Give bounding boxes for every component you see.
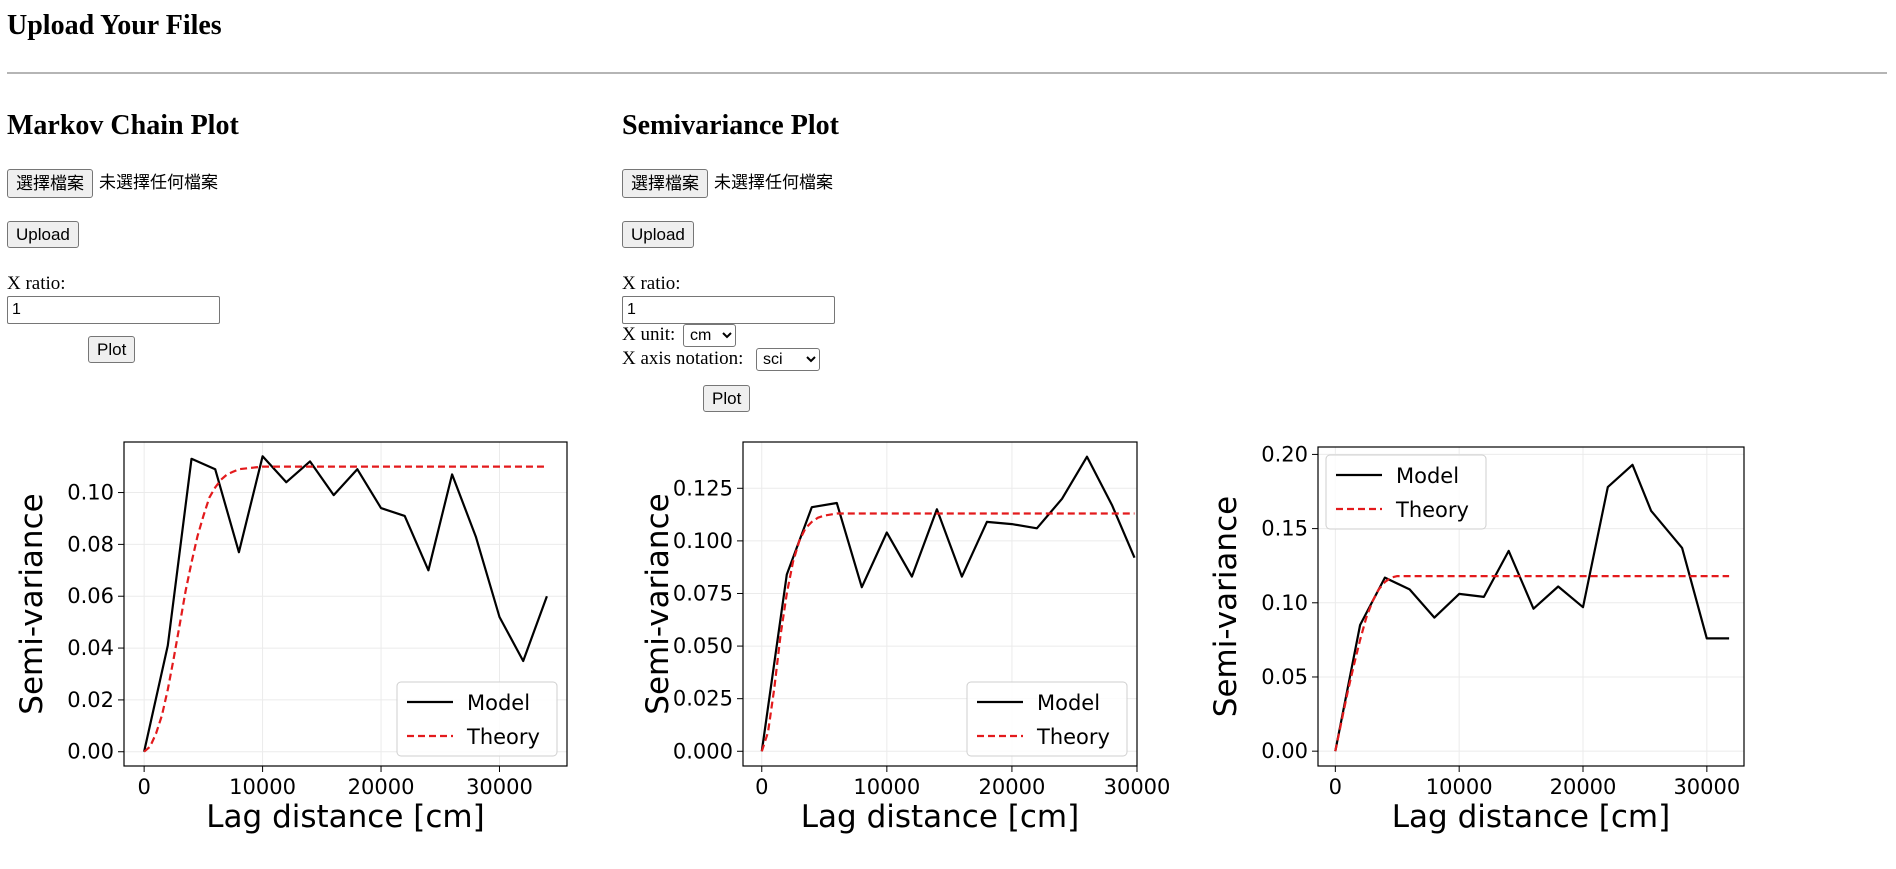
x-axis-label: Lag distance [cm] <box>206 799 484 835</box>
y-axis-label: Semi-variance <box>1208 496 1244 717</box>
y-tick-label: 0.125 <box>673 476 733 500</box>
y-tick-label: 0.05 <box>1261 665 1308 689</box>
x-axis-label: Lag distance [cm] <box>801 799 1079 835</box>
y-tick-label: 0.10 <box>1261 591 1308 615</box>
series-line-model <box>143 455 548 752</box>
markov-file-status: 未選擇任何檔案 <box>99 173 218 193</box>
y-tick-label: 0.000 <box>673 739 733 763</box>
legend-label-theory: Theory <box>466 725 540 749</box>
x-tick-label: 30000 <box>466 775 533 799</box>
page-title: Upload Your Files <box>7 10 222 41</box>
plot-frame <box>1317 446 1745 767</box>
semivariance-x-unit-select[interactable]: cm <box>683 324 736 347</box>
y-tick-label: 0.20 <box>1261 442 1308 466</box>
x-axis-label: Lag distance [cm] <box>1392 799 1670 835</box>
legend: Model Theory <box>396 681 558 757</box>
series-line-model <box>760 455 1136 752</box>
legend-label-model: Model <box>1396 464 1459 488</box>
y-tick-label: 0.100 <box>673 529 733 553</box>
x-tick-label: 30000 <box>1104 775 1171 799</box>
legend-box <box>966 681 1128 757</box>
markov-x-ratio-input[interactable] <box>7 296 220 324</box>
x-tick-label: 20000 <box>1550 775 1617 799</box>
x-tick-label: 20000 <box>348 775 415 799</box>
series-line-theory <box>760 512 1135 752</box>
plot-frame <box>123 441 568 767</box>
semivariance-chart-2: 0 10000 20000 30000 0.00 0.05 0.10 0.15 0.20 Lag … <box>1208 442 1745 835</box>
y-tick-label: 0.15 <box>1261 517 1308 541</box>
series-line-model <box>1334 463 1730 752</box>
y-tick-label: 0.06 <box>67 584 114 608</box>
y-tick-label: 0.075 <box>673 581 733 605</box>
x-tick-label: 0 <box>755 775 768 799</box>
legend-box <box>396 681 558 757</box>
markov-plot-button[interactable]: Plot <box>88 336 136 363</box>
y-tick-label: 0.08 <box>67 532 114 556</box>
x-tick-label: 10000 <box>229 775 296 799</box>
markov-heading: Markov Chain Plot <box>7 110 239 141</box>
divider <box>7 72 1887 74</box>
legend-box <box>1325 454 1487 530</box>
legend: Model Theory <box>966 681 1128 757</box>
semivariance-x-axis-notation-label: X axis notation: <box>622 348 744 369</box>
semivariance-heading-wrap: Semivariance Plot <box>622 108 839 144</box>
y-tick-label: 0.025 <box>673 687 733 711</box>
legend-label-model: Model <box>467 691 530 715</box>
y-tick-label: 0.10 <box>67 481 114 505</box>
y-tick-label: 0.050 <box>673 634 733 658</box>
y-tick-label: 0.02 <box>67 688 114 712</box>
semivariance-heading: Semivariance Plot <box>622 110 839 141</box>
x-tick-label: 10000 <box>1426 775 1493 799</box>
y-axis-label: Semi-variance <box>14 493 50 714</box>
series-line-theory <box>143 465 547 753</box>
semivariance-x-axis-notation-select[interactable]: sci <box>756 348 820 371</box>
markov-choose-file-button[interactable]: 選擇檔案 <box>7 169 93 198</box>
markov-x-ratio-label: X ratio: <box>7 273 66 294</box>
markov-upload-button[interactable]: Upload <box>7 221 79 248</box>
semivariance-x-ratio-input[interactable] <box>622 296 835 324</box>
legend-label-theory: Theory <box>1395 498 1469 522</box>
x-tick-label: 0 <box>137 775 150 799</box>
semivariance-choose-file-button[interactable]: 選擇檔案 <box>622 169 708 198</box>
markov-chart: 0 10000 20000 30000 0.00 0.02 0.04 0.06 0.08 0.10… <box>14 441 568 835</box>
semivariance-file-status: 未選擇任何檔案 <box>714 173 833 193</box>
legend-label-theory: Theory <box>1036 725 1110 749</box>
y-tick-label: 0.00 <box>1261 739 1308 763</box>
x-tick-label: 10000 <box>853 775 920 799</box>
y-axis-label: Semi-variance <box>640 493 676 714</box>
plot-frame <box>742 441 1138 767</box>
series-line-theory <box>1334 575 1730 752</box>
markov-heading-wrap: Markov Chain Plot <box>7 108 239 144</box>
x-tick-label: 20000 <box>979 775 1046 799</box>
semivariance-x-ratio-label: X ratio: <box>622 273 681 294</box>
semivariance-plot-button[interactable]: Plot <box>703 385 751 412</box>
semivariance-chart: 0 10000 20000 30000 0.000 0.025 0.050 0.075 0.10… <box>640 441 1171 835</box>
y-tick-label: 0.00 <box>67 740 114 764</box>
legend-label-model: Model <box>1037 691 1100 715</box>
y-tick-label: 0.04 <box>67 636 114 660</box>
semivariance-x-unit-label: X unit: <box>622 324 676 345</box>
semivariance-upload-button[interactable]: Upload <box>622 221 694 248</box>
x-tick-label: 30000 <box>1673 775 1740 799</box>
legend: Model Theory <box>1325 454 1487 530</box>
x-tick-label: 0 <box>1329 775 1342 799</box>
